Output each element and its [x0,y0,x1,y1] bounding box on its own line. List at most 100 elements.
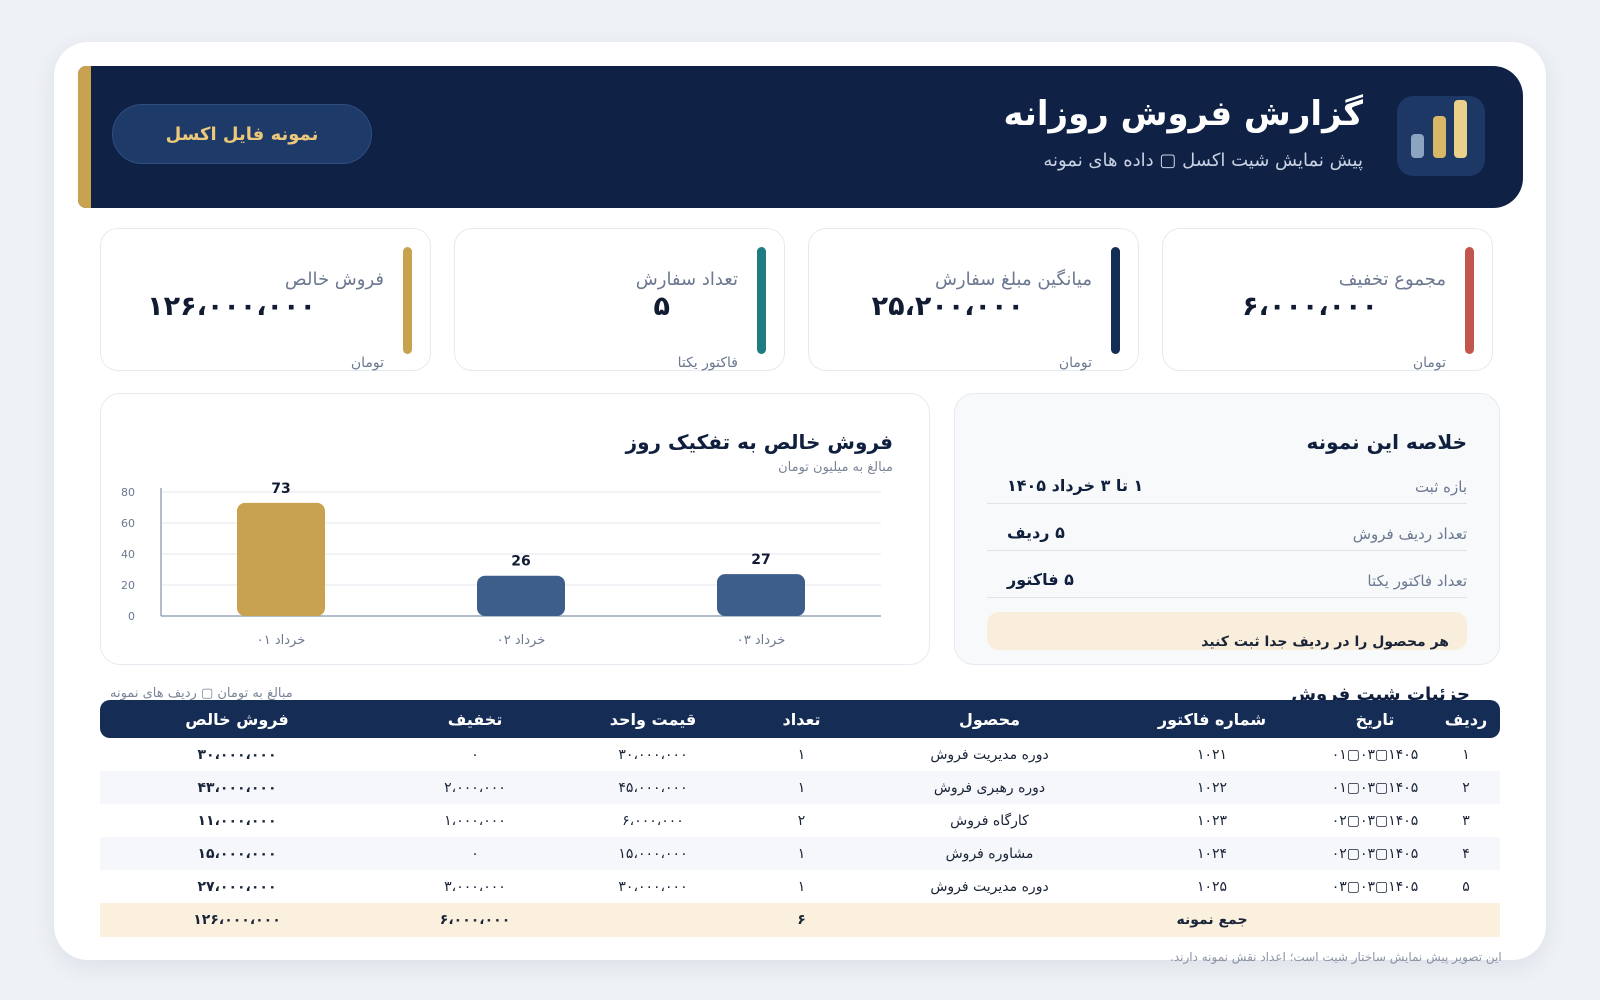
table-cell: ۲،۰۰۰،۰۰۰ [444,779,506,796]
table-cell: ۲ [797,812,806,829]
table-cell: ۱۰۲۵ [1196,878,1228,895]
y-tick-label: 80 [121,486,135,499]
header-accent-bar [78,66,91,208]
chart-panel: 0 20 40 60 80 73 ۰۱ خرداد 26 ۰۲ خرداد 27 ۰۳ خرداد … [100,393,930,665]
table-cell: ۱۰۲۳ [1196,812,1228,829]
chart-subtitle: مبالغ به میلیون تومان [778,460,893,475]
table-row[interactable]: ۱ ۱۴۰۵▢۰۳▢۰۱ ۱۰۲۱ دوره مدیریت فروش ۱ ۳۰،۰۰۰،۰… [100,738,1500,771]
bar [477,575,565,616]
table-row[interactable]: ۳ ۱۴۰۵▢۰۳▢۰۲ ۱۰۲۳ کارگاه فروش ۲ ۶،۰۰۰،۰۰۰ ۱،۰۰… [100,804,1500,837]
table-cell: ۱۵،۰۰۰،۰۰۰ [197,845,277,862]
x-tick-label: ۰۱ خرداد [257,633,306,648]
table-cell: دوره مدیریت فروش [930,746,1049,763]
kpi-card-net-sales: فروش خالص ۱۲۶،۰۰۰،۰۰۰ تومان [100,228,431,371]
summary-value: ۵ ردیف [1007,523,1065,542]
table-cell: ۱ [797,878,806,895]
page-subtitle: پیش نمایش شیت اکسل ▢ داده های نمونه [1043,150,1363,171]
y-tick-label: 20 [121,579,135,592]
report-header: گزارش فروش روزانه پیش نمایش شیت اکسل ▢ د… [78,66,1523,208]
table-cell: ۴۳،۰۰۰،۰۰۰ [197,779,277,796]
column-header[interactable]: تخفیف [447,709,503,729]
sample-excel-button[interactable]: نمونه فایل اکسل [112,104,372,164]
kpi-card-total-discount: مجموع تخفیف ۶،۰۰۰،۰۰۰ تومان [1162,228,1493,371]
table-cell: ۱۰۲۲ [1196,779,1228,796]
y-tick-label: 40 [121,548,135,561]
kpi-accent-strip [1465,247,1474,354]
kpi-value: ۲۵،۲۰۰،۰۰۰ [871,291,1024,322]
kpi-accent-strip [1111,247,1120,354]
kpi-accent-strip [757,247,766,354]
table-cell: ۰ [471,845,479,862]
column-header[interactable]: تعداد [782,709,821,729]
chart-title: فروش خالص به تفکیک روز [625,430,893,454]
summary-key: تعداد ردیف فروش [1352,525,1467,543]
table-cell: ۳۰،۰۰۰،۰۰۰ [618,878,688,895]
table-cell: ۱۰۲۴ [1196,845,1228,862]
table-row[interactable]: ۴ ۱۴۰۵▢۰۳▢۰۲ ۱۰۲۴ مشاوره فروش ۱ ۱۵،۰۰۰،۰۰۰ ۰ ۱۵… [100,837,1500,870]
kpi-unit: تومان [350,355,384,371]
column-header[interactable]: شماره فاکتور [1157,709,1267,729]
table-cell: ۲ [1462,779,1470,796]
table-cell: ۱ [1462,746,1470,763]
summary-value: ۱ تا ۳ خرداد ۱۴۰۵ [1007,476,1144,495]
table-cell: دوره مدیریت فروش [930,878,1049,895]
kpi-unit: تومان [1058,355,1092,371]
footnote: این تصویر پیش نمایش ساختار شیت است؛ اعدا… [1170,950,1502,964]
table-row[interactable]: ۲ ۱۴۰۵▢۰۳▢۰۱ ۱۰۲۲ دوره رهبری فروش ۱ ۴۵،۰۰۰،۰۰… [100,771,1500,804]
table-cell: ۳۰،۰۰۰،۰۰۰ [618,746,688,763]
table-cell: ۴۵،۰۰۰،۰۰۰ [618,779,688,796]
table-cell: ۱ [797,779,806,796]
table-cell: ۶،۰۰۰،۰۰۰ [622,812,684,829]
kpi-label: مجموع تخفیف [1338,269,1446,290]
kpi-card-order-count: تعداد سفارش ۵ فاکتور یکتا [454,228,785,371]
x-tick-label: ۰۲ خرداد [497,633,546,648]
table-cell: ۵ [1462,878,1470,895]
bar-chart: 0 20 40 60 80 73 ۰۱ خرداد 26 ۰۲ خرداد 27 ۰۳ خرداد [121,481,881,648]
summary-note-text: هر محصول را در ردیف جدا ثبت کنید [1201,634,1449,650]
kpi-value: ۵ [653,291,670,322]
summary-row-period: بازه ثبت ۱ تا ۳ خرداد ۱۴۰۵ [987,474,1467,504]
y-tick-label: 60 [121,517,135,530]
table-cell: ۱۱،۰۰۰،۰۰۰ [197,812,277,829]
table-cell: ۱ [797,746,806,763]
table-cell: مشاوره فروش [945,845,1034,862]
data-label: 26 [511,554,530,570]
kpi-unit: تومان [1412,355,1446,371]
column-header[interactable]: تاریخ [1355,709,1395,729]
table-cell: ۱۴۰۵▢۰۳▢۰۱ [1331,746,1419,763]
kpi-accent-strip [403,247,412,354]
table-heading: جزئیات شیت فروش [1291,684,1470,700]
column-header[interactable]: قیمت واحد [609,709,697,729]
total-label: جمع نمونه [1176,912,1248,928]
summary-note: هر محصول را در ردیف جدا ثبت کنید [987,612,1467,650]
kpi-label: فروش خالص [284,269,384,290]
data-label: 73 [271,481,290,497]
table-cell: ۱،۰۰۰،۰۰۰ [444,812,506,829]
table-cell: ۱۴۰۵▢۰۳▢۰۲ [1331,812,1419,829]
summary-panel: خلاصه این نمونه بازه ثبت ۱ تا ۳ خرداد ۱۴… [954,393,1500,665]
kpi-unit: فاکتور یکتا [677,355,738,371]
table-cell: ۱۵،۰۰۰،۰۰۰ [618,845,688,862]
column-header[interactable]: محصول [958,709,1021,729]
kpi-value: ۶،۰۰۰،۰۰۰ [1242,291,1378,322]
y-tick-label: 0 [128,610,135,623]
column-header[interactable]: فروش خالص [185,709,289,729]
kpi-card-average-order: میانگین مبلغ سفارش ۲۵،۲۰۰،۰۰۰ تومان [808,228,1139,371]
total-net-sales: ۱۲۶،۰۰۰،۰۰۰ [193,912,281,928]
kpi-label: میانگین مبلغ سفارش [934,269,1092,290]
summary-row-line-count: تعداد ردیف فروش ۵ ردیف [987,521,1467,551]
page-title: گزارش فروش روزانه [1003,94,1363,134]
table-cell: ۲۷،۰۰۰،۰۰۰ [197,878,277,895]
table-caption: مبالغ به تومان ▢ ردیف های نمونه [110,686,293,701]
sales-table: ردیف تاریخ شماره فاکتور محصول تعداد قیمت… [100,700,1500,937]
table-cell: ۴ [1462,845,1470,862]
column-header[interactable]: ردیف [1444,709,1488,729]
kpi-label: تعداد سفارش [635,269,738,290]
bar [237,502,325,616]
summary-key: بازه ثبت [1414,478,1467,496]
table-cell: ۳،۰۰۰،۰۰۰ [444,878,506,895]
table-cell: ۱۰۲۱ [1196,746,1228,763]
kpi-value: ۱۲۶،۰۰۰،۰۰۰ [147,291,316,322]
table-cell: ۱ [797,845,806,862]
table-row[interactable]: ۵ ۱۴۰۵▢۰۳▢۰۳ ۱۰۲۵ دوره مدیریت فروش ۱ ۳۰،۰۰۰،۰… [100,870,1500,903]
